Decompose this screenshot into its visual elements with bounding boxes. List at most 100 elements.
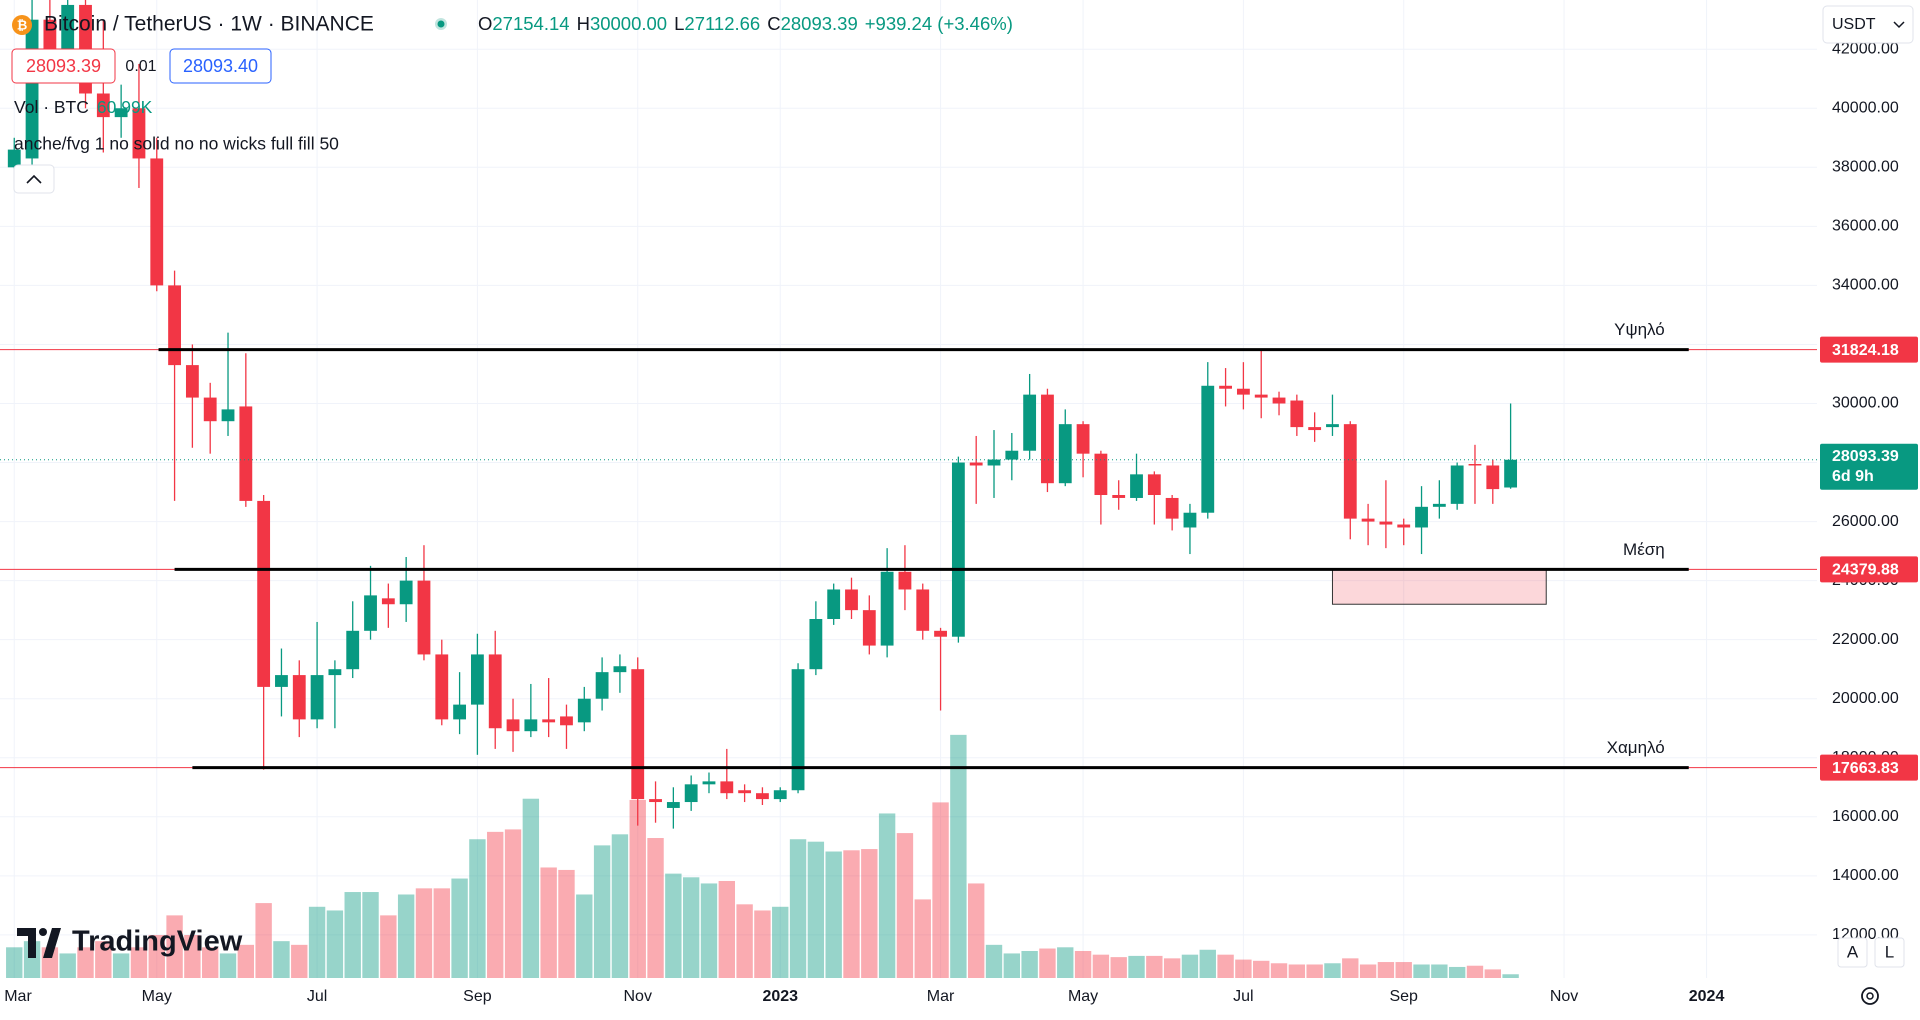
sell-button[interactable] [11, 48, 116, 84]
volume-bar [1324, 963, 1341, 978]
candle-body [1486, 465, 1500, 490]
candle-body [470, 654, 484, 705]
collapse-chevron [26, 174, 42, 184]
volume-bar [6, 947, 23, 978]
volume-bar [1163, 958, 1181, 978]
level-name: Υψηλό [1614, 320, 1665, 339]
volume-bar [896, 833, 914, 978]
symbol-title: Bitcoin / TetherUS · 1W · BINANCE [44, 13, 374, 36]
candle-body [364, 595, 377, 631]
volume-bar [112, 953, 130, 978]
candle-body [756, 793, 769, 800]
buy-price[interactable]: 28093.40 [183, 56, 258, 76]
status-dot-core [437, 20, 445, 28]
candle-body [577, 698, 591, 723]
candle-body [720, 781, 734, 794]
volume-bar [1359, 964, 1377, 978]
volume-bar [1431, 964, 1448, 978]
level-name: Χαμηλό [1607, 738, 1665, 757]
x-tick-label: May [142, 988, 172, 1005]
plot-area: Υψηλό Μέση Χαμηλό [0, 0, 1817, 978]
volume-bar [1199, 949, 1216, 978]
volume-bar [130, 947, 148, 978]
candle-body [1397, 524, 1411, 528]
ohlc-value: 27154.14 [492, 13, 569, 34]
y-tick-label: 22000.00 [1832, 631, 1899, 648]
axis-button-label[interactable]: A [1847, 942, 1859, 961]
volume-bar [629, 799, 646, 978]
candle-body [168, 285, 181, 366]
volume-bar [1003, 953, 1021, 978]
axis-button[interactable] [1874, 937, 1905, 968]
candle-body [1236, 388, 1250, 395]
volume-bar [878, 813, 896, 978]
candle-body [114, 108, 128, 118]
candle-body [381, 598, 395, 605]
candle-body [1468, 464, 1482, 466]
volume-bar [1057, 947, 1074, 978]
candle-body [987, 459, 1001, 466]
y-tick-label: 16000.00 [1832, 808, 1899, 825]
x-tick-label: Nov [624, 988, 652, 1005]
level-axis-tag [1820, 556, 1918, 583]
candle-body [1058, 424, 1072, 484]
candle-body [1023, 394, 1037, 451]
ohlc-key: O [478, 13, 492, 34]
candle-body [1165, 497, 1179, 519]
sell-price[interactable]: 28093.39 [26, 56, 101, 76]
volume-bar [433, 888, 450, 978]
settings-icon[interactable] [1861, 987, 1879, 1005]
volume-bar [469, 839, 486, 978]
candle-body [506, 719, 520, 732]
collapse-button[interactable] [13, 164, 55, 194]
volume-bar [522, 798, 540, 978]
candle-body [453, 704, 467, 720]
volume-bar [558, 869, 575, 978]
x-tick-label: 2023 [762, 988, 798, 1005]
volume-bar [1270, 963, 1288, 978]
volume-bar [504, 829, 522, 978]
currency-label[interactable]: USDT [1832, 16, 1876, 33]
axis-button[interactable] [1837, 937, 1868, 968]
candle-body [275, 675, 288, 687]
candle-body [399, 580, 413, 605]
candle-body [862, 610, 876, 646]
volume-bar [148, 935, 165, 978]
volume-bar [665, 873, 682, 978]
volume-bar [380, 915, 397, 978]
ohlc-change: +939.24 (+3.46%) [865, 13, 1013, 34]
ohlc-key: C [767, 13, 780, 34]
volume-bar [1110, 957, 1127, 978]
x-tick-label: Mar [4, 988, 32, 1005]
volume-bar [1217, 954, 1234, 978]
volume-title: Vol · BTC [14, 97, 89, 117]
axis-button-label[interactable]: L [1885, 942, 1894, 961]
currency-button[interactable] [1822, 5, 1914, 44]
volume-bar [736, 904, 753, 978]
candle-body [1432, 503, 1446, 507]
volume-bar [682, 877, 700, 978]
volume-bar [985, 944, 1003, 978]
volume-bar [807, 841, 825, 978]
candle-body [435, 654, 449, 720]
buy-button[interactable] [169, 48, 272, 84]
ohlc-key: H [577, 13, 590, 34]
indicator-legend: anche/fvg 1 no solid no no wicks full fi… [14, 134, 339, 154]
ohlc-legend: O27154.14 H30000.00 L27112.66 C28093.39 +939… [478, 13, 1013, 34]
candle-body [1290, 400, 1304, 428]
candle-body [488, 654, 502, 729]
candle-body [221, 409, 235, 422]
candle-body [239, 406, 253, 501]
volume-bar [576, 894, 593, 978]
candle-body [1308, 427, 1322, 431]
volume-bar [1092, 954, 1110, 978]
volume-bar [914, 899, 931, 978]
volume-bar [1484, 969, 1501, 978]
candle-body [132, 108, 146, 159]
y-tick-label: 20000.00 [1832, 690, 1899, 707]
candle-body [791, 669, 805, 791]
candle-body [524, 719, 538, 732]
volume-bar [647, 838, 664, 978]
candle-body [880, 571, 894, 646]
candle-body [1219, 385, 1232, 389]
